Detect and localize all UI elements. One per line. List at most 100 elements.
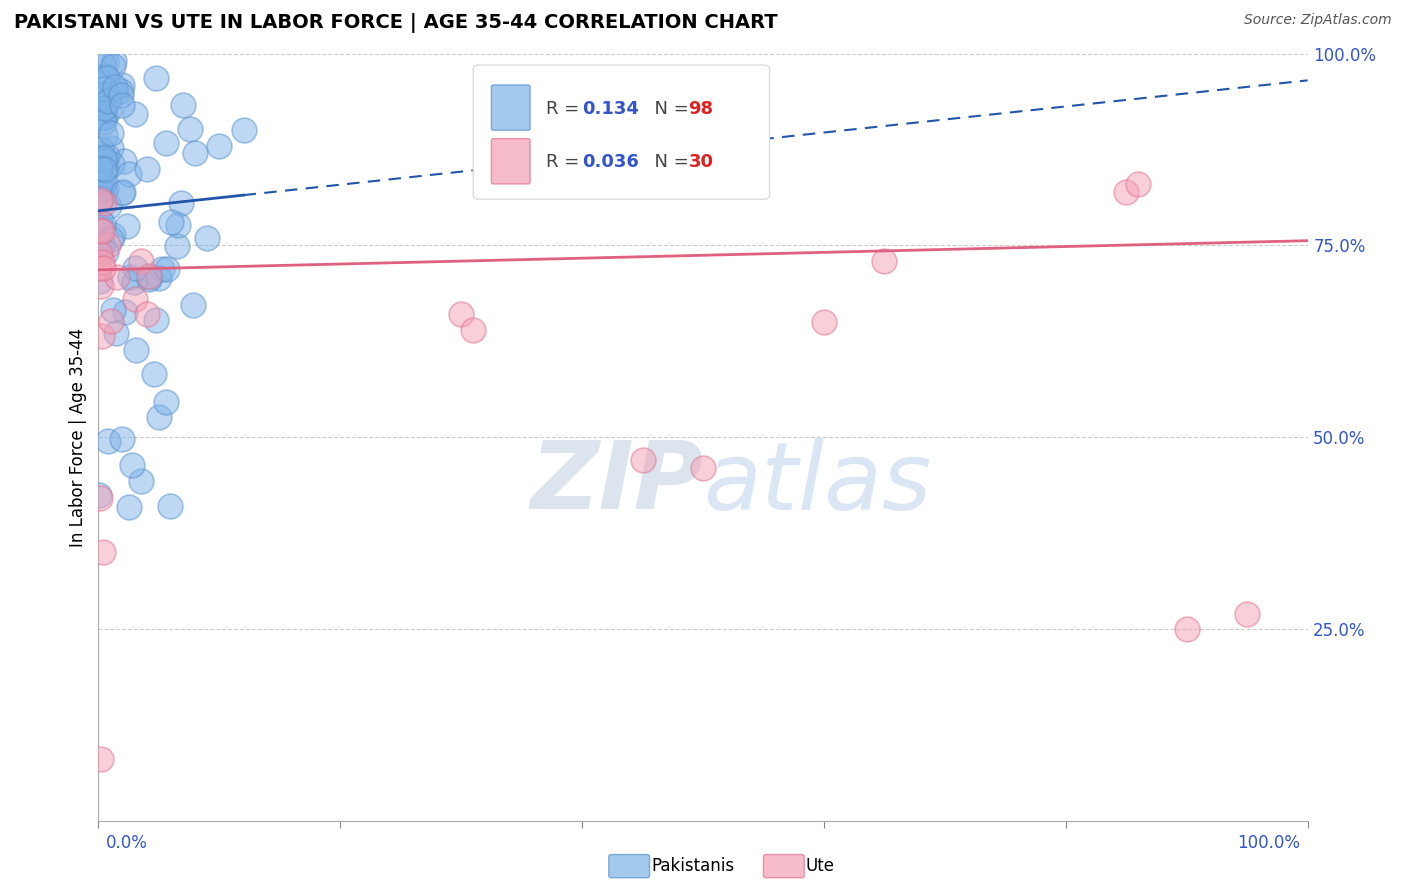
FancyBboxPatch shape — [474, 65, 769, 199]
Point — [160, 215, 183, 229]
Text: Source: ZipAtlas.com: Source: ZipAtlas.com — [1244, 13, 1392, 28]
Point — [91, 238, 114, 252]
Point — [89, 274, 111, 288]
Point — [145, 313, 167, 327]
Point — [179, 122, 201, 136]
Text: N =: N = — [643, 100, 695, 118]
Point — [90, 224, 112, 238]
Point — [90, 255, 112, 269]
Point — [692, 460, 714, 475]
Point — [97, 95, 120, 109]
Point — [90, 142, 112, 156]
Text: PAKISTANI VS UTE IN LABOR FORCE | AGE 35-44 CORRELATION CHART: PAKISTANI VS UTE IN LABOR FORCE | AGE 35… — [14, 13, 778, 33]
Point — [94, 154, 117, 169]
Point — [94, 163, 117, 178]
Point — [117, 219, 139, 233]
Point — [97, 434, 120, 448]
Point — [94, 181, 117, 195]
Point — [1236, 607, 1258, 621]
Point — [1175, 622, 1198, 636]
Point — [450, 307, 472, 321]
Point — [91, 112, 114, 126]
Point — [118, 500, 141, 515]
Point — [91, 545, 114, 559]
Point — [148, 270, 170, 285]
Point — [105, 270, 128, 285]
Point — [463, 323, 485, 337]
Point — [93, 162, 115, 177]
Point — [100, 141, 122, 155]
Point — [91, 57, 114, 71]
Point — [93, 185, 115, 199]
Point — [118, 168, 141, 182]
Point — [90, 152, 112, 166]
Point — [90, 178, 112, 192]
Point — [89, 213, 111, 227]
Text: 30: 30 — [689, 153, 713, 171]
Point — [89, 235, 111, 250]
Point — [129, 253, 152, 268]
Point — [89, 488, 111, 502]
Point — [1128, 177, 1150, 191]
Point — [138, 269, 160, 284]
Y-axis label: In Labor Force | Age 35-44: In Labor Force | Age 35-44 — [69, 327, 87, 547]
Point — [169, 196, 191, 211]
Point — [166, 239, 188, 253]
Point — [89, 260, 111, 275]
Point — [631, 453, 654, 467]
Point — [813, 315, 835, 329]
Point — [156, 262, 179, 277]
Point — [89, 161, 111, 175]
Point — [89, 245, 111, 260]
Point — [159, 499, 181, 513]
Point — [90, 185, 112, 199]
Point — [145, 70, 167, 85]
FancyBboxPatch shape — [492, 85, 530, 130]
Text: atlas: atlas — [703, 438, 931, 529]
Point — [122, 275, 145, 289]
Point — [90, 752, 112, 766]
Point — [94, 128, 117, 142]
Point — [111, 433, 134, 447]
Point — [195, 230, 218, 244]
Point — [90, 279, 112, 293]
Point — [90, 219, 112, 234]
Point — [93, 114, 115, 128]
Point — [89, 246, 111, 260]
Point — [93, 261, 115, 276]
Point — [135, 307, 157, 321]
Point — [100, 313, 122, 327]
Point — [103, 303, 125, 318]
Point — [91, 217, 114, 231]
Point — [90, 328, 112, 343]
Point — [184, 146, 207, 161]
Text: Pakistanis: Pakistanis — [651, 857, 734, 875]
Point — [121, 458, 143, 472]
Point — [93, 101, 115, 115]
Text: Ute: Ute — [806, 857, 835, 875]
Point — [125, 343, 148, 358]
Text: R =: R = — [546, 100, 585, 118]
Point — [100, 126, 122, 140]
Point — [98, 91, 121, 105]
Point — [97, 238, 120, 252]
Text: 0.0%: 0.0% — [105, 834, 148, 852]
Point — [97, 103, 120, 117]
Point — [93, 151, 115, 165]
Point — [105, 87, 128, 101]
Point — [100, 232, 122, 246]
Point — [138, 268, 160, 283]
Point — [135, 161, 157, 176]
Point — [96, 71, 118, 86]
Point — [91, 87, 114, 101]
Text: 0.134: 0.134 — [582, 100, 638, 118]
Point — [89, 491, 111, 506]
Point — [110, 84, 132, 98]
Text: 98: 98 — [689, 100, 714, 118]
Point — [1115, 185, 1137, 199]
Point — [93, 87, 115, 102]
Point — [104, 326, 127, 341]
Point — [118, 269, 141, 284]
Point — [143, 367, 166, 381]
Point — [148, 409, 170, 424]
